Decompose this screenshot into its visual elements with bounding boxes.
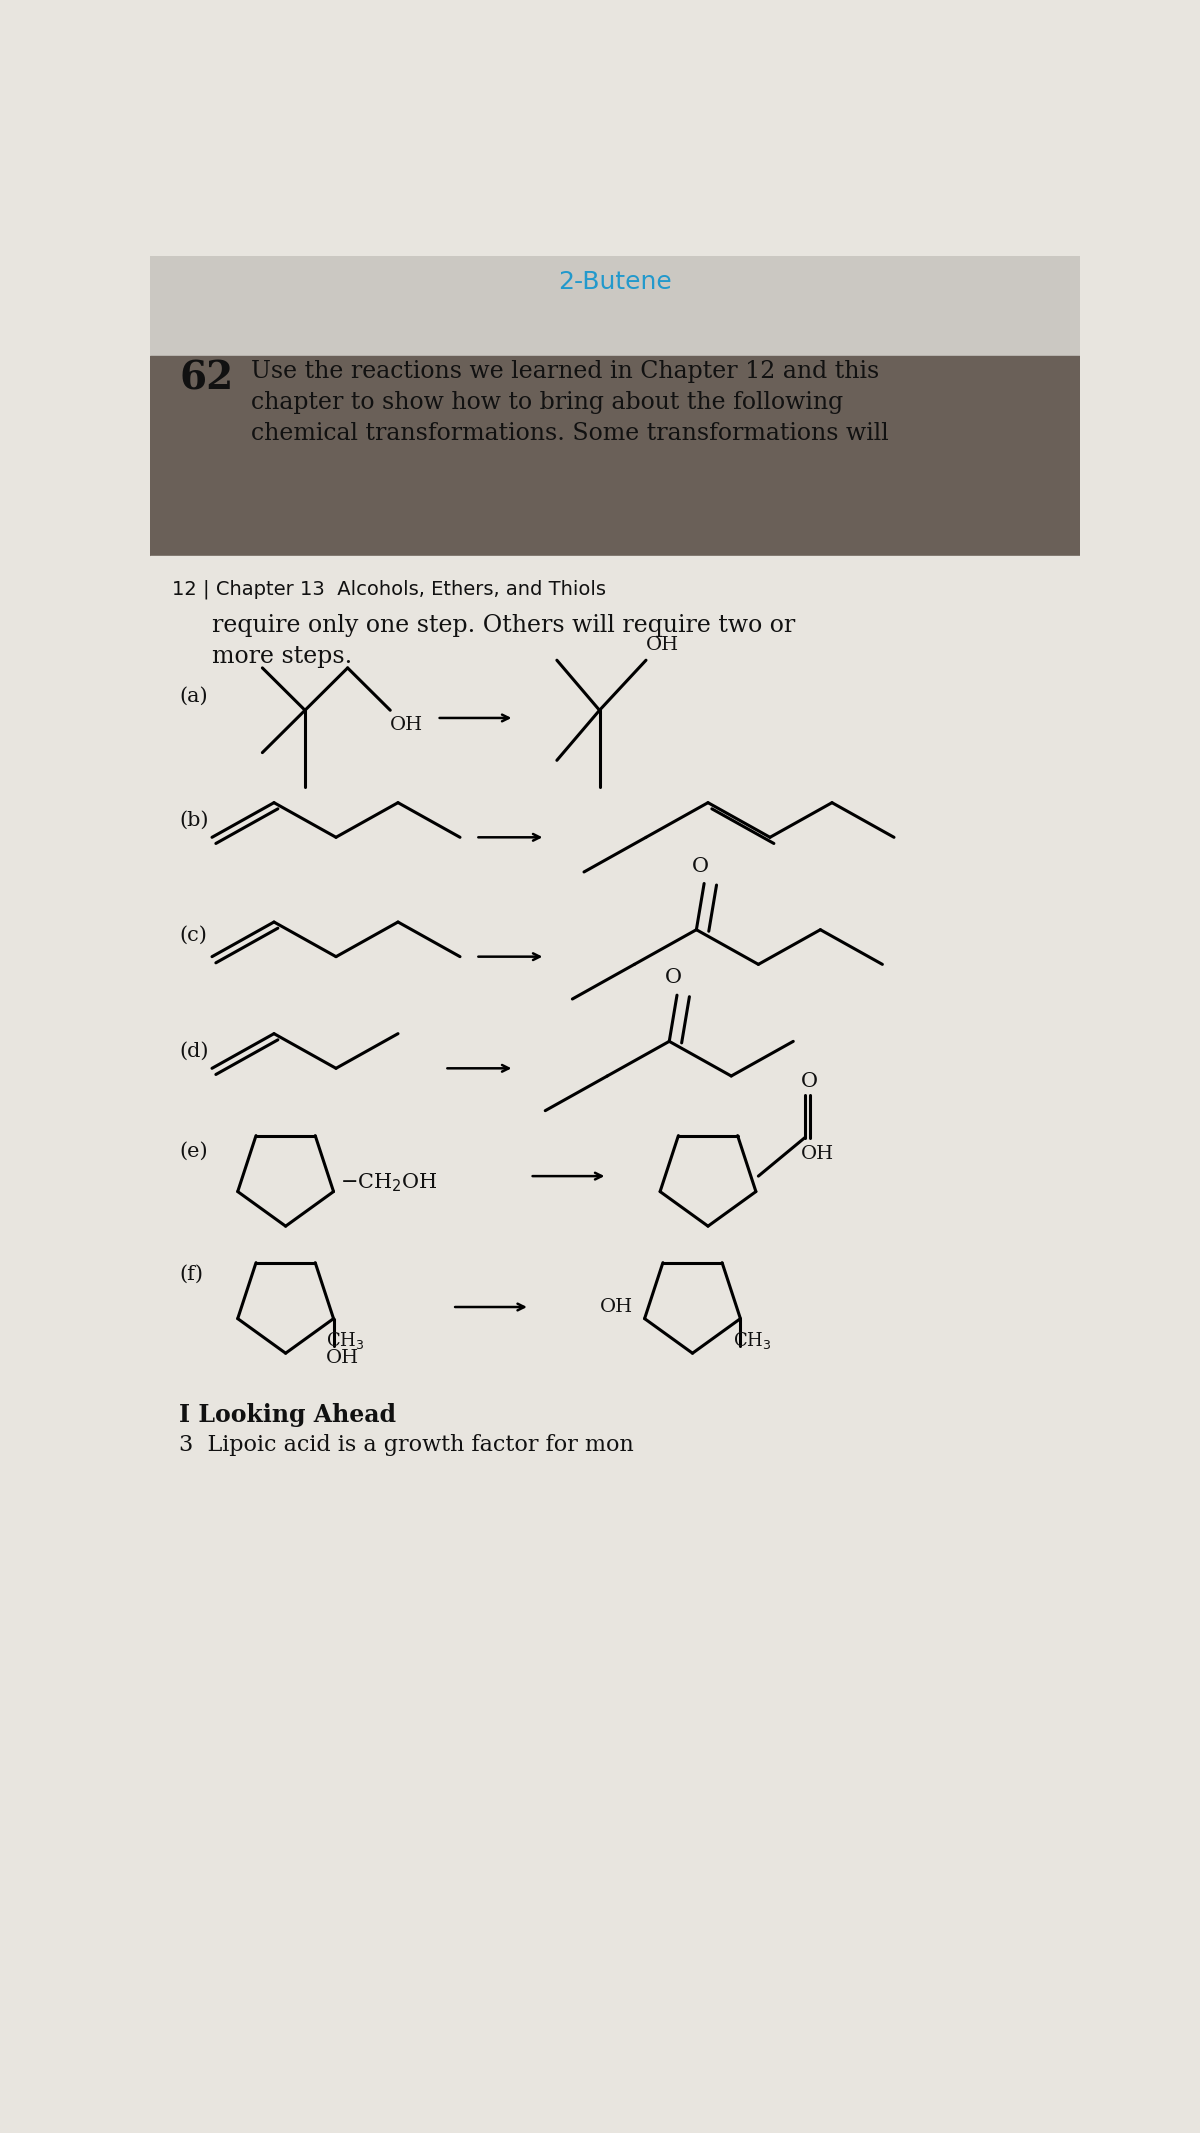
Text: 62: 62 [180,360,234,399]
Text: more steps.: more steps. [212,644,353,668]
Text: chemical transformations. Some transformations will: chemical transformations. Some transform… [251,422,888,444]
Bar [150,356,1080,557]
Text: chapter to show how to bring about the following: chapter to show how to bring about the f… [251,390,842,414]
Text: OH: OH [802,1145,834,1162]
Bar [150,256,1080,356]
Text: $-$CH$_2$OH: $-$CH$_2$OH [340,1171,438,1194]
Text: (e): (e) [180,1141,208,1160]
Text: 3  Lipoic acid is a growth factor for mon: 3 Lipoic acid is a growth factor for mon [180,1433,635,1457]
Text: OH: OH [600,1299,632,1316]
Text: O: O [665,968,682,988]
Text: (a): (a) [180,687,208,706]
Text: CH$_3$: CH$_3$ [733,1331,772,1350]
Text: (d): (d) [180,1041,209,1060]
Text: OH: OH [390,717,424,734]
Text: require only one step. Others will require two or: require only one step. Others will requi… [212,614,796,638]
Text: OH: OH [325,1350,359,1367]
Text: (b): (b) [180,811,209,830]
Bar [150,557,1080,1898]
Text: ——: —— [550,1169,577,1184]
Text: (c): (c) [180,926,208,945]
Text: OH: OH [646,636,679,655]
Text: I Looking Ahead: I Looking Ahead [180,1404,396,1427]
Text: CH$_3$: CH$_3$ [325,1331,365,1350]
Text: 2-Butene: 2-Butene [558,269,672,294]
Text: O: O [691,857,709,877]
Text: Use the reactions we learned in Chapter 12 and this: Use the reactions we learned in Chapter … [251,360,878,384]
Text: 12 | Chapter 13  Alcohols, Ethers, and Thiols: 12 | Chapter 13 Alcohols, Ethers, and Th… [172,580,606,599]
Text: (f): (f) [180,1265,204,1284]
Text: O: O [802,1073,818,1092]
